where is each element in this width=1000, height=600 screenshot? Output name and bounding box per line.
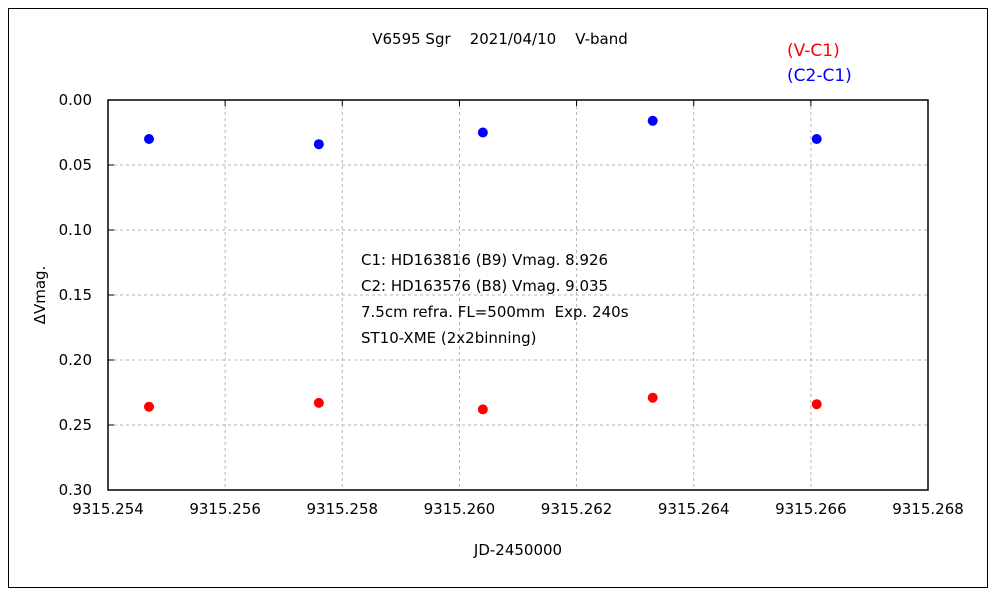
- x-tick-label: 9315.262: [541, 500, 613, 518]
- legend-item-v-c1: (V-C1): [787, 41, 840, 61]
- v-c1-point: [313, 397, 324, 408]
- annotation-line: ST10-XME (2x2binning): [361, 329, 536, 347]
- point-layer: [144, 115, 822, 415]
- tick-layer: 9315.254 9315.256 9315.258 9315.260 9315.262…: [59, 91, 964, 518]
- c2-c1-point: [313, 139, 324, 150]
- y-tick-label: 0.10: [59, 221, 92, 239]
- x-tick-label: 9315.254: [72, 500, 144, 518]
- chart-svg: 9315.254 9315.256 9315.258 9315.260 9315.262…: [31, 30, 964, 559]
- c2-c1-point: [647, 115, 658, 126]
- x-tick-label: 9315.258: [306, 500, 378, 518]
- y-tick-label: 0.20: [59, 351, 92, 369]
- y-tick-label: 0.15: [59, 286, 92, 304]
- grid-layer: [108, 100, 928, 490]
- v-c1-point: [477, 404, 488, 415]
- v-c1-point: [811, 399, 822, 410]
- y-axis-label: ΔVmag.: [31, 266, 49, 325]
- c2-c1-point: [144, 134, 154, 144]
- x-tick-label: 9315.266: [775, 500, 847, 518]
- annotation-block: C1: HD163816 (B9) Vmag. 8.926 C2: HD1635…: [361, 251, 629, 347]
- y-tick-label: 0.05: [59, 156, 92, 174]
- v-c1-point: [647, 392, 658, 403]
- y-tick-label: 0.30: [59, 481, 92, 499]
- annotation-line: C2: HD163576 (B8) Vmag. 9.035: [361, 277, 608, 295]
- v-c1-point: [144, 401, 154, 412]
- x-axis-label: JD-2450000: [473, 541, 562, 559]
- x-tick-label: 9315.256: [189, 500, 261, 518]
- legend-item-c2-c1: (C2-C1): [787, 66, 852, 86]
- chart-frame: 9315.254 9315.256 9315.258 9315.260 9315.262…: [8, 8, 988, 588]
- chart-title: V6595 Sgr 2021/04/10 V-band: [372, 30, 628, 48]
- x-tick-label: 9315.260: [424, 500, 496, 518]
- x-tick-label: 9315.264: [658, 500, 730, 518]
- annotation-line: C1: HD163816 (B9) Vmag. 8.926: [361, 251, 608, 269]
- y-tick-label: 0.00: [59, 91, 92, 109]
- annotation-line: 7.5cm refra. FL=500mm Exp. 240s: [361, 303, 629, 321]
- y-tick-label: 0.25: [59, 416, 92, 434]
- x-tick-label: 9315.268: [892, 500, 964, 518]
- c2-c1-point: [477, 127, 488, 138]
- c2-c1-point: [811, 134, 822, 144]
